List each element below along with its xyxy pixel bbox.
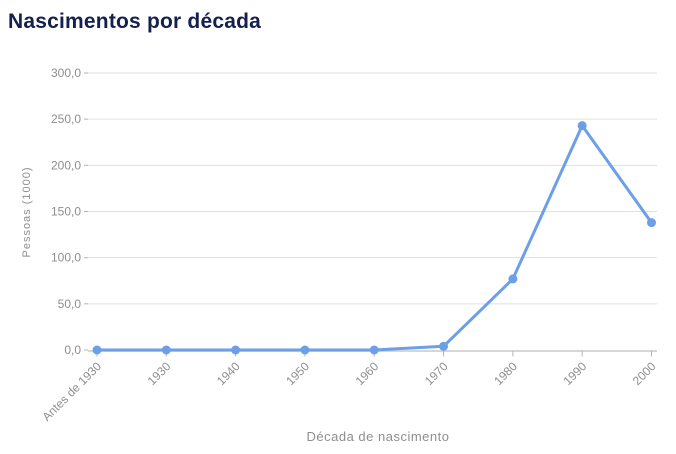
y-tick-label: 300,0 bbox=[51, 66, 81, 80]
x-tick-label: Antes de 1930 bbox=[39, 359, 104, 424]
data-point-1940[interactable] bbox=[231, 345, 241, 355]
y-axis-title: Pessoas (1000) bbox=[21, 166, 33, 257]
chart-title: Nascimentos por década bbox=[8, 10, 261, 33]
x-tick-label: 1950 bbox=[283, 359, 312, 388]
x-tick-label: 1990 bbox=[561, 359, 590, 388]
x-axis-title: Década de nascimento bbox=[307, 429, 450, 444]
y-tick-label: 250,0 bbox=[51, 112, 81, 126]
data-point-antes-de-1930[interactable] bbox=[92, 345, 102, 355]
x-tick-label: 1980 bbox=[491, 359, 520, 388]
x-tick-label: 2000 bbox=[630, 359, 659, 388]
x-tick-label: 1930 bbox=[145, 359, 174, 388]
y-tick-label: 100,0 bbox=[51, 251, 81, 265]
data-point-1980[interactable] bbox=[508, 274, 518, 284]
y-tick-label: 150,0 bbox=[51, 205, 81, 219]
data-point-1990[interactable] bbox=[577, 121, 587, 131]
data-point-1970[interactable] bbox=[439, 341, 449, 351]
y-tick-label: 200,0 bbox=[51, 158, 81, 172]
x-tick-label: 1940 bbox=[214, 359, 243, 388]
data-point-2000[interactable] bbox=[647, 218, 656, 228]
x-tick-label: 1970 bbox=[422, 359, 451, 388]
y-tick-label: 0,0 bbox=[64, 343, 81, 357]
data-point-1950[interactable] bbox=[300, 345, 310, 355]
y-tick-label: 50,0 bbox=[58, 297, 82, 311]
data-point-1960[interactable] bbox=[369, 345, 379, 355]
series-line bbox=[95, 124, 653, 352]
data-point-1930[interactable] bbox=[161, 345, 171, 355]
x-tick-label: 1960 bbox=[353, 359, 382, 388]
